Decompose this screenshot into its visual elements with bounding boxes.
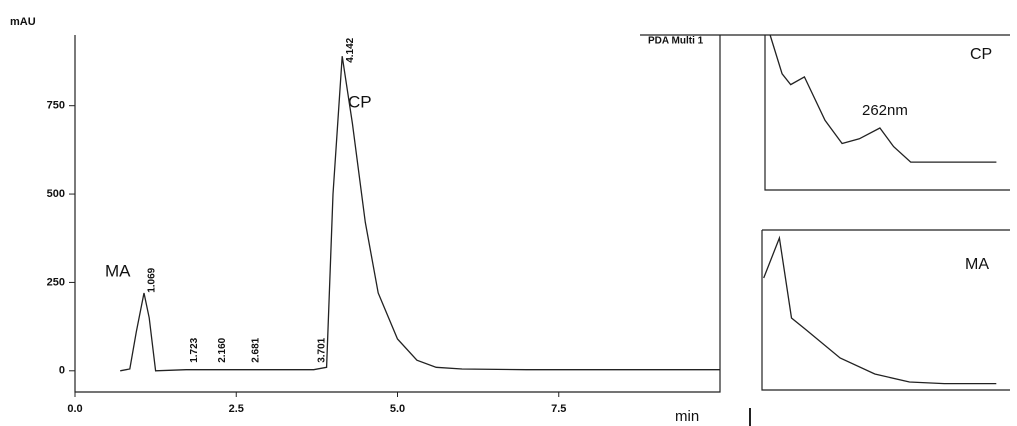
annotation: MA	[105, 261, 131, 280]
cp-frame	[764, 34, 1010, 191]
peak-label: 2.160	[217, 337, 228, 362]
peak-label: 1.069	[147, 267, 158, 292]
x-tick-label: 5.0	[390, 403, 405, 415]
y-tick-label: 500	[47, 188, 65, 200]
trace	[769, 34, 997, 163]
y-tick-label: 750	[47, 100, 65, 112]
inset-title: CP	[970, 46, 992, 63]
peak-label: 4.142	[345, 37, 356, 62]
y-tick-label: 250	[47, 276, 65, 288]
peak-label: 1.723	[189, 337, 200, 362]
x-axis-label: min	[675, 408, 699, 425]
y-axis-label: mAU	[10, 16, 36, 28]
y-tick-label: 0	[59, 365, 65, 377]
trace	[763, 235, 997, 385]
main-frame	[74, 34, 765, 393]
legend-text: PDA Multi 1	[648, 36, 704, 47]
x-tick-label: 7.5	[551, 403, 566, 415]
annotation: 262nm	[862, 102, 908, 119]
peak-label: 3.701	[316, 337, 327, 362]
x-tick-label: 2.5	[229, 403, 244, 415]
annotation: CP	[348, 92, 372, 111]
trace	[120, 56, 720, 372]
inset-title: MA	[965, 256, 989, 273]
peak-label: 2.681	[251, 337, 262, 362]
ma-frame	[761, 229, 1010, 391]
x-tick-label: 0.0	[67, 403, 82, 415]
